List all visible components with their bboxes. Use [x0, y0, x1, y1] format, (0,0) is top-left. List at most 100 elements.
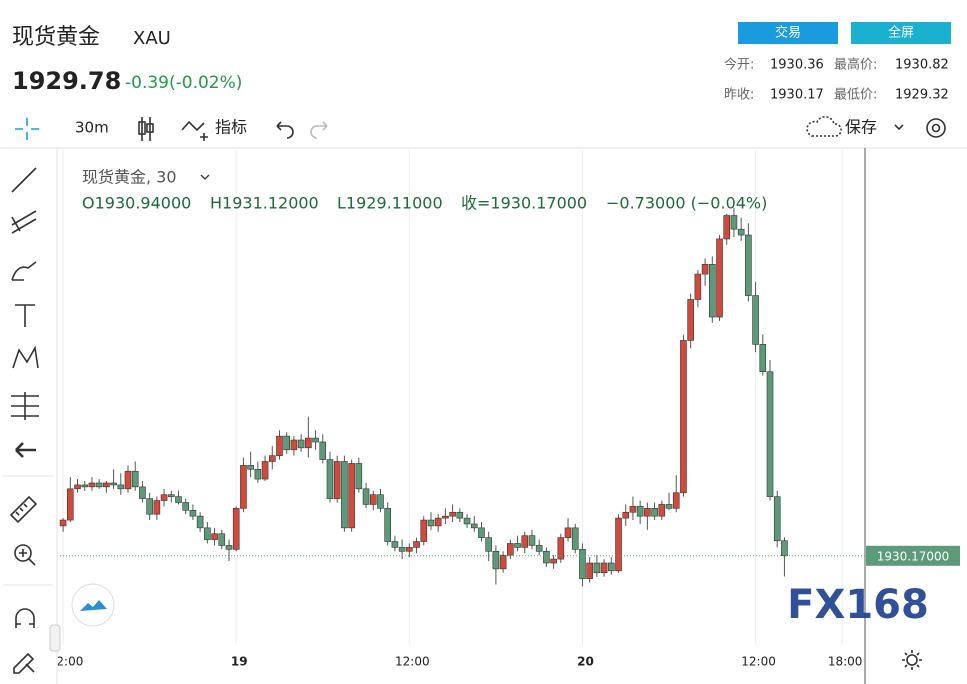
candle-body [766, 371, 774, 497]
price-tag [866, 545, 960, 566]
candle-body [492, 550, 500, 570]
x-tick-label: 12:00 [395, 655, 430, 669]
candle-body [557, 537, 565, 560]
candle-body [442, 515, 449, 519]
trend-line-tool[interactable] [11, 167, 37, 193]
candle-body [312, 437, 319, 443]
stat-value: 1930.82 [895, 58, 949, 73]
candle-body [622, 511, 630, 519]
candle-body [167, 494, 175, 497]
candle-body [730, 215, 738, 230]
candle-body [470, 523, 478, 529]
save-menu[interactable] [894, 124, 904, 131]
candle-type-icon[interactable] [138, 117, 154, 141]
candle-body [593, 562, 601, 574]
legend-menu[interactable] [200, 174, 210, 180]
legend-value: L1929.11000 [337, 194, 443, 213]
candle-body [535, 545, 543, 552]
candle-body [204, 527, 211, 540]
candle-body [564, 527, 572, 538]
candle-body [608, 562, 615, 572]
candle-body [66, 488, 74, 521]
fullscreen-label[interactable]: 全屏 [888, 25, 914, 41]
candle-body [600, 562, 608, 574]
axis-settings[interactable] [902, 650, 922, 670]
interval[interactable]: 30m [75, 119, 109, 137]
candle-body [103, 482, 110, 488]
ruler-tool[interactable] [9, 495, 38, 524]
cloud-icon[interactable] [806, 116, 842, 137]
candle-body [341, 461, 348, 529]
candle-body [463, 517, 471, 525]
candle-body [139, 486, 146, 499]
candle-body [737, 228, 745, 236]
x-tick-label: 12:00 [741, 655, 776, 669]
candle-body [391, 541, 399, 548]
candle-body [485, 537, 492, 552]
back-tool[interactable] [15, 442, 36, 458]
legend-title: 现货黄金, 30 [82, 168, 177, 187]
candle-body [636, 506, 644, 517]
candle-body [160, 494, 168, 501]
candle-body [276, 435, 283, 456]
watermark: FX168 [787, 582, 929, 628]
save[interactable]: 保存 [845, 118, 877, 137]
candle-body [680, 340, 687, 494]
candle-body [333, 461, 341, 499]
pattern-tool[interactable] [12, 345, 39, 369]
candle-body [74, 484, 81, 490]
candle-body [355, 463, 363, 490]
measure-lines-tool[interactable] [11, 392, 39, 420]
text-tool[interactable] [15, 304, 35, 327]
plot: 12:00 19 12:00 20 12:00 18:00 [58, 150, 862, 669]
candle-body [182, 502, 190, 511]
settings[interactable] [926, 118, 946, 138]
legend-value: 收=1930.17000 [461, 194, 587, 213]
lock-tool[interactable] [13, 652, 35, 674]
stat-value: 1929.32 [895, 88, 949, 103]
zoom-tool[interactable] [14, 544, 36, 566]
pitchfork-tool[interactable] [11, 210, 37, 234]
candle-body [124, 470, 132, 490]
candle-body [225, 545, 233, 550]
crosshair-tool[interactable] [15, 118, 39, 140]
undo[interactable] [276, 121, 294, 139]
candle-body [651, 508, 658, 517]
chart-logo[interactable] [71, 583, 115, 627]
stat-value: 1930.17 [770, 88, 824, 103]
candle-body [406, 547, 413, 552]
redo[interactable] [310, 121, 328, 139]
magnet-tool[interactable] [15, 608, 35, 628]
trade-button[interactable] [738, 22, 838, 44]
candle-body [449, 511, 456, 517]
stats: 今开: 1930.36 最高价: 1930.82 昨收: 1930.17 最低价… [724, 57, 949, 103]
candle-body [528, 535, 536, 546]
candle-body [131, 470, 139, 488]
drawing-tools [3, 167, 61, 674]
trade-label[interactable]: 交易 [775, 25, 801, 41]
candle-body [629, 506, 637, 513]
indicator-icon[interactable] [181, 120, 208, 141]
candle-body [615, 517, 622, 572]
candle-body [434, 517, 442, 527]
brush-tool[interactable] [11, 261, 37, 281]
candle-body [268, 455, 276, 462]
price-change: -0.39(-0.02%) [125, 73, 242, 93]
collapse-handle[interactable] [49, 624, 61, 652]
fullscreen-button[interactable] [851, 22, 951, 44]
stat-label: 最低价: [834, 88, 877, 103]
price-tag-label: 1930.17000 [877, 549, 950, 563]
candle-body [305, 437, 312, 449]
candle-body [571, 527, 579, 550]
candle-body [211, 533, 218, 540]
candle-body [427, 519, 435, 527]
candle-body [362, 488, 370, 505]
indicators[interactable]: 指标 [215, 118, 247, 137]
candle-body [521, 535, 529, 548]
stat-label: 最高价: [834, 57, 877, 73]
candle-body [153, 500, 161, 515]
candle-body [672, 492, 680, 509]
candle-body [499, 554, 507, 570]
candle-body [701, 264, 709, 275]
